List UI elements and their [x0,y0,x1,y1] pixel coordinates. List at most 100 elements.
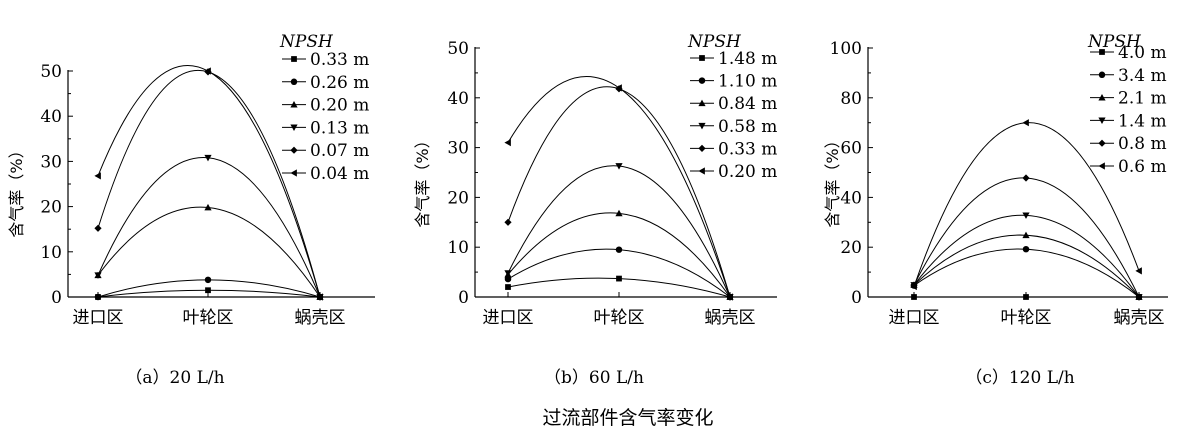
y-tick-label: 10 [40,243,62,263]
y-tick-label: 30 [447,139,469,159]
data-point [910,282,917,291]
panel-caption: （c）120 L/h [965,368,1074,388]
data-point [1135,293,1143,301]
legend-entry: 0.20 m [718,162,777,182]
data-point [204,154,212,162]
data-point [726,293,733,301]
legend-marker [699,55,705,61]
y-tick-label: 10 [447,238,469,258]
y-tick-label: 50 [447,39,469,59]
legend-entry: 0.13 m [310,118,369,138]
series-line [97,206,321,298]
legend-entry: 0.33 m [310,50,369,70]
data-point [94,172,101,180]
y-tick-label: 0 [51,288,62,308]
data-point [204,276,212,284]
legend-marker [1099,49,1105,55]
panel-caption: （a）20 L/h [125,368,224,388]
legend-marker [290,78,298,86]
legend-marker [1098,139,1106,147]
legend-marker [698,99,706,107]
legend-entry: 1.48 m [718,49,777,69]
legend-entry: 0.33 m [718,139,777,159]
legend-marker [698,167,705,175]
x-tick-label: 蜗壳区 [295,308,346,328]
legend-entry: 2.1 m [1118,89,1167,109]
legend-entry: 0.20 m [310,96,369,116]
series-line [913,214,1140,298]
legend-marker [290,169,297,177]
legend-marker [290,101,298,108]
panel-caption: （b）60 L/h [544,368,644,388]
legend-marker [1098,117,1106,124]
data-point [204,203,212,211]
legend-marker [290,124,298,131]
data-point [94,272,102,279]
data-point [615,163,623,170]
y-tick-label: 40 [40,107,62,127]
legend-marker [291,56,297,62]
legend-entry: 3.4 m [1118,66,1167,86]
legend-entry: 0.04 m [310,164,369,184]
y-tick-label: 40 [840,188,862,208]
y-tick-label: 20 [447,188,469,208]
legend-marker [1098,71,1106,79]
legend-marker [698,122,706,130]
data-point [1022,245,1030,253]
data-point [615,84,622,92]
data-point [504,218,512,226]
y-axis-title: 含气率（%） [823,132,842,227]
y-axis-title: 含气率（%） [413,132,432,227]
series-line [507,86,731,298]
x-tick-label: 蜗壳区 [705,308,756,328]
x-tick-label: 进口区 [889,308,940,328]
legend-marker [698,144,706,152]
series-line [507,76,731,298]
legend-entry: 1.10 m [718,72,777,92]
data-point [316,293,323,301]
data-point [204,67,211,75]
legend-title: NPSH [687,32,742,52]
x-tick-label: 叶轮区 [1001,308,1052,328]
data-point [1023,294,1029,300]
x-tick-label: 进口区 [73,308,124,328]
data-point [1022,119,1029,127]
legend-entry: 1.4 m [1118,111,1167,131]
legend-entry: 0.6 m [1118,157,1167,177]
x-tick-label: 叶轮区 [183,308,234,328]
data-point [205,287,211,294]
series-line [97,65,321,298]
figure-caption: 过流部件含气率变化 [542,407,713,429]
y-tick-label: 0 [851,288,862,308]
y-tick-label: 80 [840,89,862,109]
y-tick-label: 20 [40,198,62,218]
series-line [97,157,321,298]
x-tick-label: 蜗壳区 [1114,308,1165,328]
data-point [504,270,512,277]
data-point [504,139,511,147]
data-point [94,224,102,232]
legend-entry: 4.0 m [1118,43,1167,63]
series-line [913,122,1140,287]
data-point [1135,267,1142,275]
legend-marker [290,146,298,154]
data-point [615,246,623,253]
data-point [911,294,917,300]
data-point [1022,174,1030,182]
x-tick-label: 进口区 [483,308,534,328]
y-tick-label: 0 [458,288,469,308]
y-tick-label: 40 [447,89,469,109]
x-tick-label: 叶轮区 [594,308,645,328]
data-point [1022,231,1030,239]
y-tick-label: 60 [840,139,862,159]
data-point [1022,212,1030,219]
legend-title: NPSH [279,32,334,52]
legend-marker [698,77,706,84]
y-tick-label: 50 [40,62,62,82]
y-tick-label: 30 [40,152,62,172]
y-axis-title: 含气率（%） [7,142,26,237]
